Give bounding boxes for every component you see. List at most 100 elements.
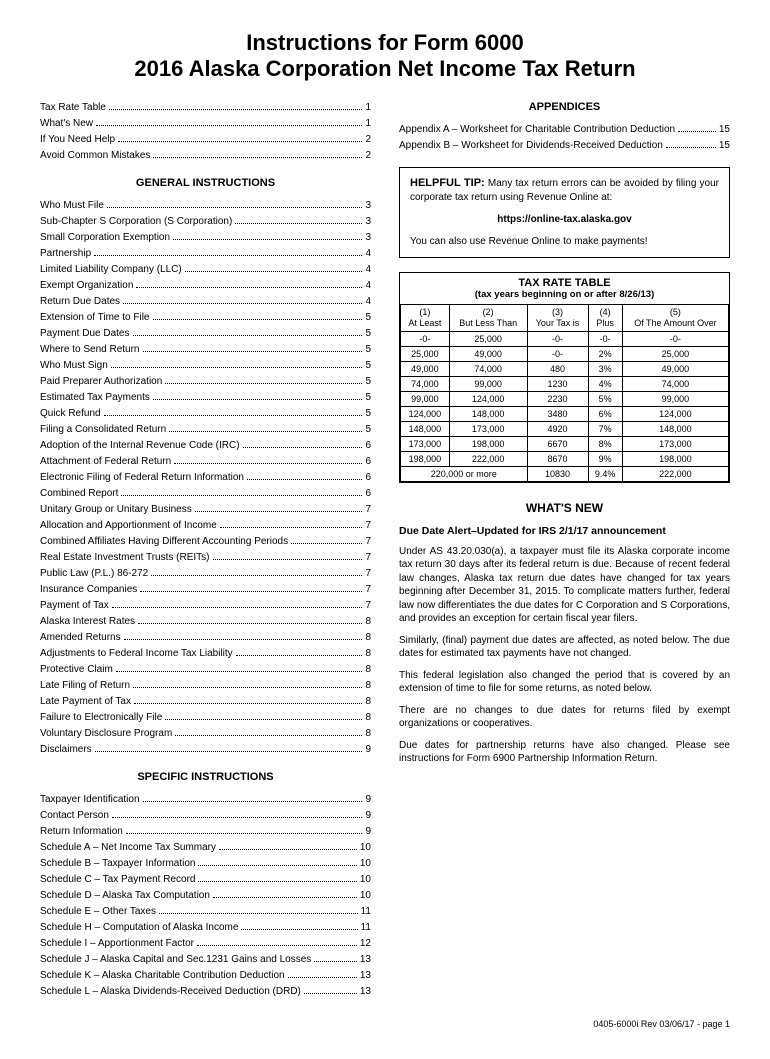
whats-new-p5: Due dates for partnership returns have a… bbox=[399, 739, 730, 766]
toc-page: 5 bbox=[365, 423, 371, 437]
toc-label: Who Must File bbox=[40, 199, 104, 213]
table-row: 198,000222,00086709%198,000 bbox=[401, 451, 729, 466]
left-column: Tax Rate Table1What's New1If You Need He… bbox=[40, 101, 371, 1001]
toc-dots bbox=[104, 415, 363, 416]
toc-page: 8 bbox=[365, 631, 371, 645]
page-title: Instructions for Form 6000 2016 Alaska C… bbox=[40, 30, 730, 83]
toc-dots bbox=[198, 865, 356, 866]
toc-label: Alaska Interest Rates bbox=[40, 615, 135, 629]
toc-dots bbox=[143, 351, 363, 352]
toc-dots bbox=[213, 897, 357, 898]
toc-label: Appendix B – Worksheet for Dividends-Rec… bbox=[399, 139, 663, 153]
toc-dots bbox=[241, 929, 357, 930]
toc-label: Schedule H – Computation of Alaska Incom… bbox=[40, 921, 238, 935]
toc-line: Payment of Tax7 bbox=[40, 599, 371, 613]
toc-line: Schedule B – Taxpayer Information10 bbox=[40, 857, 371, 871]
table-header-row: (1)At Least(2)But Less Than(3)Your Tax i… bbox=[401, 305, 729, 332]
toc-page: 5 bbox=[365, 375, 371, 389]
rate-table-title: TAX RATE TABLE bbox=[400, 273, 729, 289]
toc-label: Insurance Companies bbox=[40, 583, 137, 597]
toc-line: Tax Rate Table1 bbox=[40, 101, 371, 115]
table-cell: 2% bbox=[588, 346, 622, 361]
toc-dots bbox=[109, 109, 362, 110]
table-cell: 124,000 bbox=[449, 391, 527, 406]
toc-line: Schedule H – Computation of Alaska Incom… bbox=[40, 921, 371, 935]
toc-line: Late Payment of Tax8 bbox=[40, 695, 371, 709]
toc-page: 6 bbox=[365, 487, 371, 501]
tax-rate-table-box: TAX RATE TABLE (tax years beginning on o… bbox=[399, 272, 730, 483]
toc-label: Return Due Dates bbox=[40, 295, 120, 309]
toc-line: Paid Preparer Authorization5 bbox=[40, 375, 371, 389]
table-cell: 222,000 bbox=[622, 466, 728, 481]
toc-dots bbox=[666, 147, 716, 148]
toc-line: Appendix A – Worksheet for Charitable Co… bbox=[399, 123, 730, 137]
toc-dots bbox=[288, 977, 357, 978]
toc-dots bbox=[175, 735, 362, 736]
toc-dots bbox=[314, 961, 357, 962]
toc-label: Payment of Tax bbox=[40, 599, 109, 613]
toc-page: 13 bbox=[360, 953, 371, 967]
table-cell: 2230 bbox=[527, 391, 588, 406]
toc-page: 2 bbox=[365, 133, 371, 147]
toc-label: Amended Returns bbox=[40, 631, 121, 645]
table-row: 74,00099,00012304%74,000 bbox=[401, 376, 729, 391]
two-column-layout: Tax Rate Table1What's New1If You Need He… bbox=[40, 101, 730, 1001]
toc-dots bbox=[111, 367, 363, 368]
toc-page: 4 bbox=[365, 263, 371, 277]
toc-page: 10 bbox=[360, 841, 371, 855]
toc-page: 8 bbox=[365, 647, 371, 661]
toc-line: Taxpayer Identification9 bbox=[40, 793, 371, 807]
toc-label: Public Law (P.L.) 86-272 bbox=[40, 567, 148, 581]
table-cell: 99,000 bbox=[622, 391, 728, 406]
toc-page: 10 bbox=[360, 889, 371, 903]
table-cell: 222,000 bbox=[449, 451, 527, 466]
toc-page: 7 bbox=[365, 519, 371, 533]
whats-new-p4: There are no changes to due dates for re… bbox=[399, 704, 730, 731]
toc-page: 8 bbox=[365, 615, 371, 629]
table-cell: 148,000 bbox=[401, 421, 450, 436]
toc-line: Filing a Consolidated Return5 bbox=[40, 423, 371, 437]
toc-line: Schedule K – Alaska Charitable Contribut… bbox=[40, 969, 371, 983]
toc-dots bbox=[220, 527, 363, 528]
specific-instructions-head: SPECIFIC INSTRUCTIONS bbox=[40, 771, 371, 783]
table-row: -0-25,000-0--0--0- bbox=[401, 331, 729, 346]
toc-label: Unitary Group or Unitary Business bbox=[40, 503, 192, 517]
tip-title: HELPFUL TIP: bbox=[410, 177, 485, 189]
toc-page: 15 bbox=[719, 139, 730, 153]
toc-dots bbox=[112, 817, 363, 818]
toc-label: Partnership bbox=[40, 247, 91, 261]
toc-page: 6 bbox=[365, 455, 371, 469]
table-cell: 9% bbox=[588, 451, 622, 466]
toc-page: 3 bbox=[365, 215, 371, 229]
toc-dots bbox=[118, 141, 362, 142]
helpful-tip-box: HELPFUL TIP: Many tax return errors can … bbox=[399, 167, 730, 258]
toc-line: Public Law (P.L.) 86-2727 bbox=[40, 567, 371, 581]
toc-page: 11 bbox=[361, 921, 371, 935]
table-cell: 1230 bbox=[527, 376, 588, 391]
toc-line: Combined Affiliates Having Different Acc… bbox=[40, 535, 371, 549]
toc-page: 9 bbox=[365, 743, 371, 757]
toc-page: 7 bbox=[365, 535, 371, 549]
toc-label: Schedule I – Apportionment Factor bbox=[40, 937, 194, 951]
table-cell: 480 bbox=[527, 361, 588, 376]
toc-line: Unitary Group or Unitary Business7 bbox=[40, 503, 371, 517]
toc-line: Contact Person9 bbox=[40, 809, 371, 823]
toc-page: 11 bbox=[361, 905, 371, 919]
toc-dots bbox=[165, 383, 362, 384]
toc-line: Partnership4 bbox=[40, 247, 371, 261]
toc-line: What's New1 bbox=[40, 117, 371, 131]
table-row: 220,000 or more108309.4%222,000 bbox=[401, 466, 729, 481]
toc-page: 7 bbox=[365, 583, 371, 597]
toc-line: Return Information9 bbox=[40, 825, 371, 839]
tip-url: https://online-tax.alaska.gov bbox=[410, 213, 719, 227]
toc-label: Attachment of Federal Return bbox=[40, 455, 171, 469]
table-header-cell: (2)But Less Than bbox=[449, 305, 527, 332]
table-cell: 25,000 bbox=[401, 346, 450, 361]
toc-dots bbox=[121, 495, 362, 496]
whats-new-p3: This federal legislation also changed th… bbox=[399, 669, 730, 696]
tax-rate-table: (1)At Least(2)But Less Than(3)Your Tax i… bbox=[400, 304, 729, 482]
table-cell: -0- bbox=[527, 346, 588, 361]
toc-line: Adjustments to Federal Income Tax Liabil… bbox=[40, 647, 371, 661]
toc-page: 3 bbox=[365, 199, 371, 213]
toc-label: Combined Report bbox=[40, 487, 118, 501]
